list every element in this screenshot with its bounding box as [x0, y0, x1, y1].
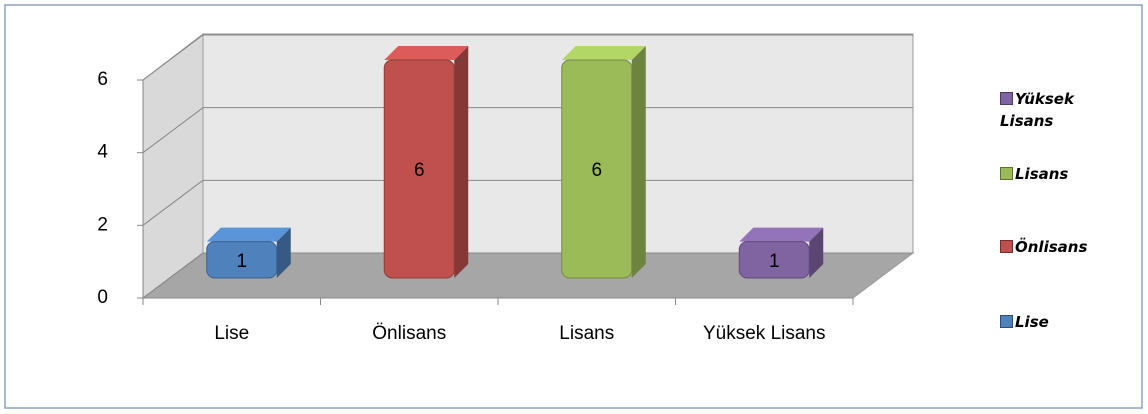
bar-top: [384, 46, 469, 60]
x-tick-label: Lise: [214, 323, 249, 344]
y-tick-label: 4: [97, 142, 108, 163]
bar: [206, 227, 291, 279]
legend-swatch: [1000, 315, 1013, 328]
y-tick-label: 0: [97, 287, 108, 308]
bar-front: [206, 241, 278, 279]
bar-top: [561, 46, 646, 60]
legend-swatch: [1000, 240, 1013, 253]
legend-label: Lise: [1015, 313, 1049, 331]
bar-front: [561, 59, 633, 279]
grid-line: [142, 107, 204, 154]
data-label: 1: [236, 251, 247, 272]
legend-label: Yüksek Lisans: [1000, 90, 1074, 130]
bar-side: [809, 227, 824, 278]
data-label: 6: [591, 160, 602, 181]
legend-label: Önlisans: [1015, 238, 1088, 256]
bar-top: [739, 227, 824, 242]
bar-front: [738, 241, 810, 279]
legend-item: Lisans: [1000, 163, 1100, 185]
legend-swatch: [1000, 167, 1013, 180]
back-wall: [202, 33, 914, 254]
bar: [383, 46, 469, 279]
bar: [561, 46, 646, 279]
data-label: 1: [769, 251, 780, 272]
x-tick-label: Önlisans: [372, 323, 446, 344]
bar-side: [454, 46, 469, 278]
bar-side: [631, 46, 646, 278]
bar-side: [276, 227, 291, 278]
data-label: 6: [414, 160, 425, 181]
legend-swatch: [1000, 92, 1013, 105]
legend-item: Önlisans: [1000, 236, 1100, 258]
y-tick-label: 2: [97, 214, 108, 235]
legend-item: Yüksek Lisans: [1000, 88, 1100, 132]
x-tick-label: Lisans: [559, 323, 614, 344]
bar-front: [383, 59, 455, 279]
grid-line: [142, 179, 204, 226]
y-tick-label: 6: [97, 69, 108, 90]
x-tick-label: Yüksek Lisans: [703, 323, 826, 344]
grid-line: [142, 252, 204, 299]
legend-label: Lisans: [1015, 165, 1069, 183]
legend-item: Lise: [1000, 311, 1100, 333]
bar-top: [206, 227, 291, 242]
bar: [738, 227, 824, 279]
grid-line: [142, 34, 204, 81]
